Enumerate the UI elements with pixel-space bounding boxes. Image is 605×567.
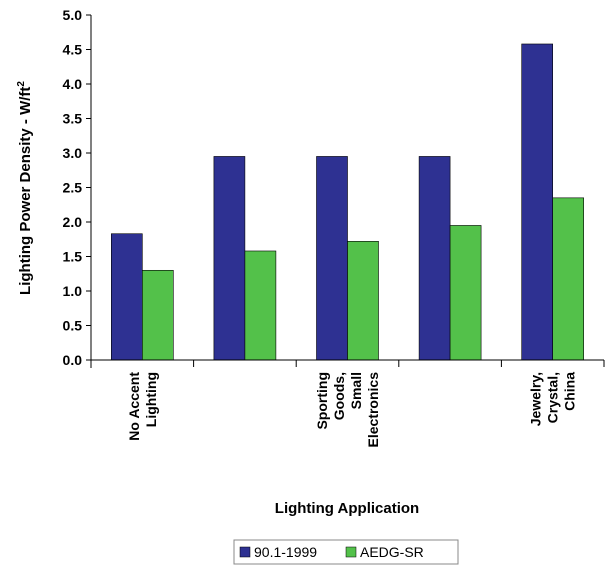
category-label-line: Electronics (365, 372, 381, 448)
category-label-line: Jewelry, (528, 372, 544, 426)
y-axis-title-superscript: 2 (16, 81, 27, 87)
y-tick-label: 4.0 (63, 76, 83, 92)
category-label-line: Goods, (331, 372, 347, 420)
x-axis-title: Lighting Application (275, 500, 419, 517)
y-tick-label: 3.0 (63, 145, 83, 161)
category-label-line: Small (348, 372, 364, 409)
bar-90-1-1999-3 (418, 156, 451, 361)
category-label-0: No AccentLighting (126, 372, 159, 441)
axes-group (86, 15, 605, 368)
category-label-line: Sporting (314, 372, 330, 430)
bar-90-1-1999-0 (111, 233, 143, 361)
y-tick-label: 0.0 (63, 352, 83, 368)
y-tick-label: 2.0 (63, 214, 83, 230)
category-label-line: No Accent (126, 372, 142, 441)
y-axis-title-text: Lighting Power Density - W/ft (17, 87, 34, 295)
y-tick-label: 0.5 (63, 318, 83, 334)
legend-label-aedg-sr: AEDG-SR (360, 544, 424, 560)
legend-swatch-aedg-sr (345, 546, 357, 558)
category-label-4: Jewelry,Crystal,China (528, 372, 578, 426)
bar-aedg-sr-3 (449, 225, 482, 361)
legend: 90.1-1999 AEDG-SR (233, 539, 459, 565)
y-tick-label: 1.0 (63, 283, 83, 299)
bar-90-1-1999-4 (521, 43, 554, 361)
y-tick-label: 5.0 (63, 7, 83, 23)
category-label-line: Crystal, (545, 372, 561, 423)
legend-swatch-90-1-1999 (239, 546, 251, 558)
y-axis-title: Lighting Power Density - W/ft2 (16, 81, 34, 295)
y-tick-label: 3.5 (63, 111, 83, 127)
y-tick-label: 4.5 (63, 42, 83, 58)
bar-90-1-1999-2 (316, 156, 348, 361)
legend-label-90-1-1999: 90.1-1999 (254, 544, 317, 560)
category-labels-group: No AccentLighting SportingGoods,SmallElec… (126, 372, 578, 448)
bar-aedg-sr-4 (552, 197, 585, 361)
bar-90-1-1999-1 (213, 156, 246, 361)
bars-group (111, 43, 585, 361)
category-label-line: Lighting (143, 372, 159, 427)
category-label-line: China (562, 372, 578, 411)
y-tick-label: 2.5 (63, 180, 83, 196)
bar-aedg-sr-1 (244, 250, 277, 361)
bar-aedg-sr-2 (347, 241, 379, 361)
bar-aedg-sr-0 (142, 269, 174, 361)
y-ticks-group: 0.0 0.5 1.0 1.5 2.0 2.5 3.0 3.5 4.0 4.5 5.0 (63, 7, 91, 368)
category-label-2: SportingGoods,SmallElectronics (314, 372, 381, 448)
y-tick-label: 1.5 (63, 249, 83, 265)
